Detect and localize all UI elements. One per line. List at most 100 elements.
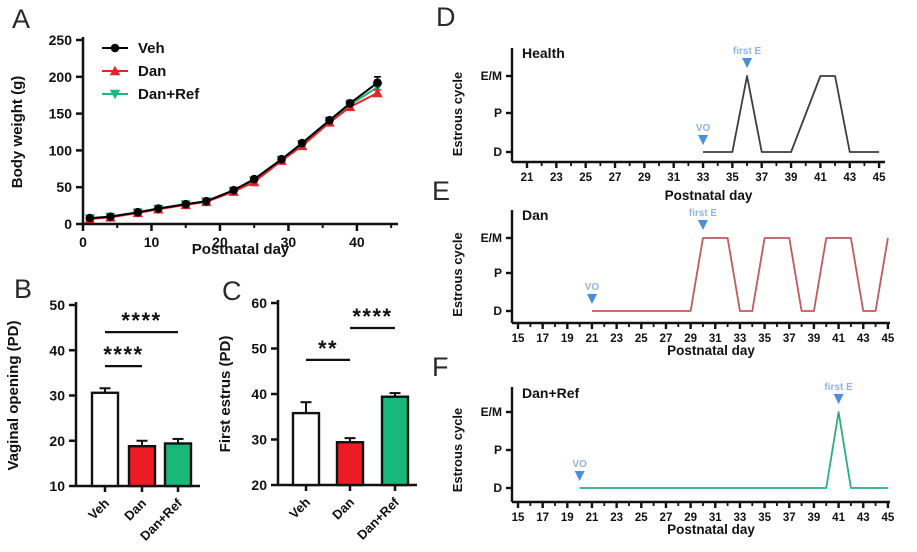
- svg-text:15: 15: [512, 333, 525, 345]
- svg-text:40: 40: [49, 342, 65, 358]
- svg-text:0: 0: [64, 216, 72, 232]
- svg-text:27: 27: [660, 512, 673, 524]
- estrous-trace: [703, 75, 880, 153]
- svg-text:17: 17: [536, 333, 549, 345]
- svg-text:50: 50: [251, 341, 267, 357]
- legend-label: Dan+Ref: [138, 86, 200, 103]
- svg-text:37: 37: [783, 512, 796, 524]
- svg-text:50: 50: [49, 297, 65, 313]
- svg-text:19: 19: [561, 333, 574, 345]
- x-axis-label: Postnatal day: [192, 241, 290, 258]
- svg-text:43: 43: [857, 512, 870, 524]
- svg-text:****: ****: [103, 342, 143, 367]
- category-label: Dan: [329, 494, 357, 522]
- svg-text:27: 27: [609, 172, 622, 184]
- svg-text:200: 200: [49, 69, 73, 85]
- svg-text:41: 41: [832, 333, 845, 345]
- bar-dan: [127, 439, 157, 492]
- panel-c-first-estrus-chart: 20 30 40 50 60 First estrus (PD) Veh DanDan+Ref…: [217, 295, 417, 543]
- svg-text:VO: VO: [572, 459, 587, 470]
- svg-text:E/M: E/M: [481, 69, 502, 83]
- group-title: Dan+Ref: [522, 385, 580, 401]
- y-axis-label: Body weight (g): [9, 76, 26, 189]
- svg-text:21: 21: [586, 333, 599, 345]
- panel-a-body-weight-chart: 0 50 100 150 200 250 0 10 20 30 40 Postnatal day Bod…: [9, 32, 398, 258]
- svg-text:43: 43: [857, 333, 870, 345]
- first-e-marker-icon: first E: [689, 208, 717, 230]
- x-axis-label: Postnatal day: [667, 343, 755, 358]
- svg-text:31: 31: [667, 172, 680, 184]
- bar-veh: [291, 401, 321, 491]
- series-dan-ref: [84, 82, 383, 224]
- svg-text:31: 31: [709, 333, 722, 345]
- axes: [506, 48, 885, 168]
- panel-label-b: B: [14, 274, 33, 304]
- svg-text:P: P: [494, 266, 502, 280]
- series-dan: [84, 87, 383, 224]
- svg-text:VO: VO: [585, 282, 600, 293]
- group-title: Health: [522, 45, 565, 61]
- svg-text:41: 41: [832, 512, 845, 524]
- svg-text:E/M: E/M: [481, 405, 502, 419]
- panel-label-e: E: [432, 176, 451, 206]
- svg-text:P: P: [494, 106, 502, 120]
- significance-bracket: ****: [350, 304, 395, 330]
- series-veh: [85, 76, 382, 223]
- vo-marker-icon: VO: [696, 123, 711, 145]
- svg-text:250: 250: [49, 32, 73, 48]
- svg-text:37: 37: [755, 172, 768, 184]
- svg-text:19: 19: [561, 512, 574, 524]
- svg-text:29: 29: [684, 512, 697, 524]
- svg-text:VO: VO: [696, 123, 711, 134]
- panel-d-estrous-health-chart: D P E/M 21 23 25 27 29 31 33 35 37 39 41 43 45 Postnatal…: [450, 45, 886, 203]
- svg-text:D: D: [493, 481, 502, 495]
- svg-text:****: ****: [352, 304, 392, 329]
- svg-text:35: 35: [726, 172, 739, 184]
- y-axis-label: First estrus (PD): [217, 336, 234, 453]
- svg-text:39: 39: [808, 333, 821, 345]
- y-axis-label: Estrous cycle: [450, 232, 465, 317]
- estrous-trace: [579, 411, 888, 489]
- svg-text:33: 33: [734, 333, 747, 345]
- svg-text:P: P: [494, 443, 502, 457]
- svg-text:43: 43: [843, 172, 856, 184]
- svg-text:41: 41: [814, 172, 827, 184]
- panel-e-estrous-dan-chart: D P E/M 15 17 19 21 23 25 27 29 31 33 35 37 39 41 43 45 Pos…: [450, 207, 895, 358]
- svg-text:D: D: [493, 304, 502, 318]
- svg-text:21: 21: [521, 172, 534, 184]
- group-title: Dan: [522, 207, 548, 223]
- svg-text:39: 39: [808, 512, 821, 524]
- svg-text:35: 35: [758, 333, 771, 345]
- svg-text:E/M: E/M: [481, 231, 502, 245]
- svg-text:29: 29: [684, 333, 697, 345]
- svg-text:60: 60: [251, 295, 267, 311]
- svg-text:150: 150: [49, 106, 73, 122]
- svg-text:30: 30: [49, 388, 65, 404]
- svg-text:40: 40: [349, 234, 365, 250]
- svg-text:15: 15: [512, 512, 525, 524]
- svg-text:45: 45: [882, 333, 895, 345]
- x-axis-label: Postnatal day: [667, 522, 755, 537]
- panel-label-f: F: [432, 352, 449, 382]
- svg-text:**: **: [318, 336, 338, 361]
- significance-bracket: ****: [103, 342, 143, 368]
- vo-marker-icon: VO: [572, 459, 587, 481]
- svg-text:21: 21: [586, 512, 599, 524]
- svg-text:50: 50: [56, 179, 72, 195]
- svg-text:100: 100: [49, 142, 73, 158]
- svg-text:D: D: [493, 145, 502, 159]
- svg-text:25: 25: [579, 172, 592, 184]
- panel-label-d: D: [436, 2, 456, 32]
- panel-label-c: C: [222, 276, 242, 306]
- svg-text:23: 23: [610, 512, 623, 524]
- svg-text:first E: first E: [733, 46, 762, 57]
- legend-label: Veh: [138, 40, 165, 57]
- y-axis-label: Estrous cycle: [450, 72, 465, 157]
- category-label: Dan+Ref: [354, 494, 403, 543]
- svg-text:31: 31: [709, 512, 722, 524]
- vo-marker-icon: VO: [585, 282, 600, 304]
- axes: [506, 210, 890, 329]
- category-label: Veh: [286, 494, 313, 521]
